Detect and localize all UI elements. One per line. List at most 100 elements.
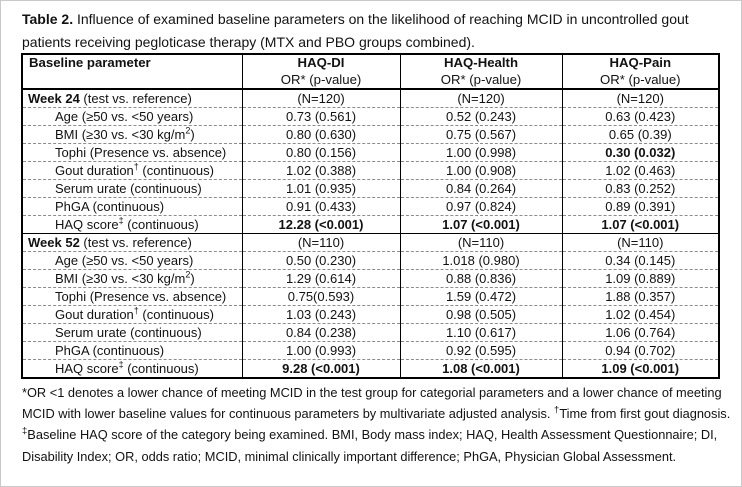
cell: 1.01 (0.935) <box>241 179 400 198</box>
cell: 0.63 (0.423) <box>561 107 719 126</box>
results-table: Baseline parameter HAQ-DI OR* (p-value) … <box>21 53 720 379</box>
cell: (N=120) <box>561 88 719 108</box>
table-row-tophi-wk24: Tophi (Presence vs. absence) 0.80 (0.156… <box>22 143 719 162</box>
table-row-bmi-wk52: BMI (≥30 vs. <30 kg/m2) 1.29 (0.614) 0.8… <box>22 269 719 288</box>
cell: 0.30 (0.032) <box>561 143 719 162</box>
cell: 0.34 (0.145) <box>561 251 719 270</box>
cell: 12.28 (<0.001) <box>241 215 400 234</box>
row-label: HAQ score‡ (continuous) <box>22 215 242 234</box>
cell: 0.94 (0.702) <box>561 341 719 360</box>
table-row-haq-score-wk24: HAQ score‡ (continuous) 12.28 (<0.001) 1… <box>22 215 719 234</box>
row-label-post: ) <box>190 270 195 286</box>
row-label: Tophi (Presence vs. absence) <box>22 287 242 306</box>
column-header-title: HAQ-Pain <box>609 55 672 70</box>
footnote-dagger-sup: † <box>554 404 560 416</box>
row-label: Gout duration† (continuous) <box>22 161 242 180</box>
row-label-text: Serum urate (continuous) <box>55 324 202 340</box>
row-label: Age (≥50 vs. <50 years) <box>22 107 242 126</box>
row-label-bold: Week 24 <box>28 90 80 106</box>
row-label-text: Age (≥50 vs. <50 years) <box>55 108 194 124</box>
cell: 1.02 (0.388) <box>241 161 400 180</box>
cell: 1.07 (<0.001) <box>561 215 719 234</box>
row-label-text: PhGA (continuous) <box>55 198 165 214</box>
cell: 0.65 (0.39) <box>561 125 719 144</box>
table-row-phga-wk52: PhGA (continuous) 1.00 (0.993) 0.92 (0.5… <box>22 341 719 360</box>
cell: 1.00 (0.998) <box>399 143 562 162</box>
cell: 0.92 (0.595) <box>399 341 562 360</box>
cell: 0.91 (0.433) <box>241 197 400 216</box>
table-caption: Table 2. Influence of examined baseline … <box>22 8 727 53</box>
cell: 9.28 (<0.001) <box>241 359 400 378</box>
row-label-post: (continuous) <box>123 360 199 376</box>
cell: 0.50 (0.230) <box>241 251 400 270</box>
row-label-sup: 2 <box>185 269 191 280</box>
row-label-post: ) <box>190 126 195 142</box>
cell: 1.59 (0.472) <box>399 287 562 306</box>
column-header-title: HAQ-Health <box>444 55 518 70</box>
row-label: BMI (≥30 vs. <30 kg/m2) <box>22 125 242 144</box>
table-row-haq-score-wk52: HAQ score‡ (continuous) 9.28 (<0.001) 1.… <box>22 359 719 379</box>
row-label: HAQ score‡ (continuous) <box>22 360 242 379</box>
row-label-text: Gout duration <box>55 162 134 178</box>
row-label: BMI (≥30 vs. <30 kg/m2) <box>22 269 242 288</box>
row-label-bold: Week 52 <box>28 234 80 250</box>
cell: 1.06 (0.764) <box>561 323 719 342</box>
cell: (N=120) <box>241 88 400 108</box>
footnote-text: *OR <1 denotes a lower chance of meeting… <box>22 385 722 422</box>
row-label-text: Tophi (Presence vs. absence) <box>55 288 227 304</box>
table-row-age-wk24: Age (≥50 vs. <50 years) 0.73 (0.561) 0.5… <box>22 107 719 126</box>
column-header-subtitle: OR* (p-value) <box>440 71 522 87</box>
column-header-haq-di: HAQ-DI OR* (p-value) <box>241 54 400 90</box>
row-label-text: Gout duration <box>55 306 134 322</box>
row-label-sup: † <box>133 305 139 316</box>
cell: 1.29 (0.614) <box>241 269 400 288</box>
row-label: Gout duration† (continuous) <box>22 305 242 324</box>
cell: 0.97 (0.824) <box>399 197 562 216</box>
row-label-text: Tophi (Presence vs. absence) <box>55 144 227 160</box>
cell: 0.73 (0.561) <box>241 107 400 126</box>
footnote-double-dagger-sup: ‡ <box>22 426 28 438</box>
row-label-sup: † <box>133 161 139 172</box>
row-label: Age (≥50 vs. <50 years) <box>22 251 242 270</box>
cell: 1.018 (0.980) <box>399 251 562 270</box>
row-label: PhGA (continuous) <box>22 341 242 360</box>
cell: 0.89 (0.391) <box>561 197 719 216</box>
column-header-title: HAQ-DI <box>297 55 345 70</box>
row-label-post: (continuous) <box>123 216 199 232</box>
row-label-text: BMI (≥30 vs. <30 kg/m <box>55 126 186 142</box>
table-row-phga-wk24: PhGA (continuous) 0.91 (0.433) 0.97 (0.8… <box>22 197 719 216</box>
row-label: Serum urate (continuous) <box>22 179 242 198</box>
row-label: Week 24 (test vs. reference) <box>22 88 242 108</box>
column-header-baseline-parameter: Baseline parameter <box>22 54 242 90</box>
cell: 0.80 (0.630) <box>241 125 400 144</box>
table-row-gout-duration-wk24: Gout duration† (continuous) 1.02 (0.388)… <box>22 161 719 180</box>
cell: 0.83 (0.252) <box>561 179 719 198</box>
cell: 0.98 (0.505) <box>399 305 562 324</box>
cell: 1.88 (0.357) <box>561 287 719 306</box>
cell: 0.80 (0.156) <box>241 143 400 162</box>
row-label-text: PhGA (continuous) <box>55 342 165 358</box>
row-label-rest: (test vs. reference) <box>79 234 192 250</box>
cell: 1.00 (0.908) <box>399 161 562 180</box>
table-row-week24: Week 24 (test vs. reference) (N=120) (N=… <box>22 88 719 108</box>
row-label-rest: (test vs. reference) <box>79 90 192 106</box>
table-caption-label: Table 2. <box>22 11 74 27</box>
cell: (N=110) <box>561 233 719 252</box>
cell: 0.75(0.593) <box>241 287 400 306</box>
cell: 0.52 (0.243) <box>399 107 562 126</box>
cell: 1.09 (0.889) <box>561 269 719 288</box>
cell: (N=120) <box>399 88 562 108</box>
cell: 1.07 (<0.001) <box>399 215 562 234</box>
cell: 0.88 (0.836) <box>399 269 562 288</box>
cell: 1.02 (0.463) <box>561 161 719 180</box>
row-label-sup: ‡ <box>118 215 124 226</box>
row-label-post: (continuous) <box>138 162 214 178</box>
row-label-text: HAQ score <box>55 360 119 376</box>
cell: 1.08 (<0.001) <box>399 359 562 378</box>
row-label-text: Age (≥50 vs. <50 years) <box>55 252 194 268</box>
row-label-text: BMI (≥30 vs. <30 kg/m <box>55 270 186 286</box>
column-header-subtitle: OR* (p-value) <box>280 71 362 87</box>
row-label-sup: ‡ <box>118 359 124 370</box>
footnote-text: Time from first gout diagnosis. <box>559 406 731 422</box>
